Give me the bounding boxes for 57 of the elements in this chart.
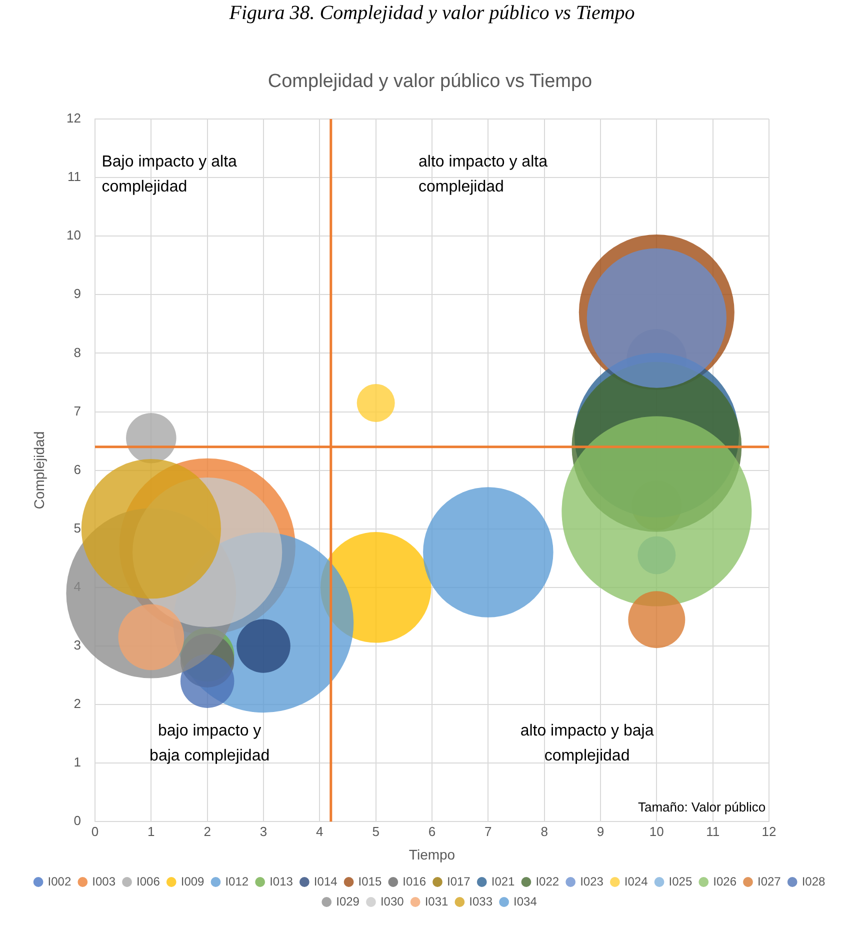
annotation: Bajo impacto y alta complejidad [102, 154, 238, 196]
x-tick-label: 9 [596, 824, 604, 839]
x-tick-label: 1 [148, 824, 155, 839]
y-tick-label: 0 [74, 813, 81, 828]
annotation: Tamaño: Valor público [638, 800, 766, 815]
legend-label: I012 [225, 874, 249, 888]
legend-label: I017 [447, 874, 471, 888]
x-tick-label: 8 [540, 824, 548, 839]
legend-label: I022 [536, 874, 560, 888]
x-tick-label: 3 [260, 824, 268, 839]
legend-label: I015 [358, 874, 382, 888]
y-tick-label: 7 [74, 403, 81, 418]
annotation: alto impacto y baja complejidad [520, 722, 654, 765]
annotation: bajo impacto y baja complejidad [150, 722, 270, 765]
x-tick-label: 5 [372, 824, 380, 839]
y-tick-label: 1 [74, 754, 81, 770]
legend-label: I024 [624, 874, 648, 888]
y-tick-label: 2 [74, 696, 81, 712]
chart-title: Figura 38. Complejidad y valor público vs Tiempo [228, 1, 636, 24]
legend-label: I031 [424, 894, 449, 908]
x-tick-label: 6 [428, 824, 436, 839]
x-tick-label: 2 [204, 824, 211, 839]
x-tick-label: 0 [91, 824, 99, 839]
y-tick-label: 3 [74, 638, 81, 653]
legend-label: I030 [380, 894, 404, 908]
legend-label: I021 [491, 874, 516, 888]
legend-label: I002 [48, 874, 72, 888]
x-axis-title: Tiempo [408, 846, 456, 862]
y-tick-label: 10 [66, 228, 81, 243]
legend-label: I029 [336, 894, 360, 908]
legend-label: I006 [136, 874, 160, 888]
y-tick-label: 12 [66, 110, 81, 126]
legend-label: I003 [92, 874, 116, 888]
legend-label: I013 [270, 874, 294, 888]
annotation: alto impacto y alta complejidad [418, 154, 548, 196]
legend-label: I033 [469, 894, 493, 908]
legend-label: I026 [713, 874, 737, 888]
legend-label: I027 [757, 874, 782, 888]
y-tick-label: 6 [74, 462, 81, 477]
legend-label: I025 [668, 874, 692, 888]
chart-subtitle: Complejidad y valor público vs Tiempo [268, 70, 592, 92]
y-tick-label: 11 [68, 169, 81, 184]
y-axis-title: Complejidad [31, 431, 47, 510]
legend-label: I014 [314, 874, 338, 888]
y-tick-label: 5 [74, 520, 81, 536]
x-tick-label: 7 [484, 824, 492, 839]
x-tick-label: 4 [316, 824, 324, 839]
legend-label: I034 [514, 894, 538, 908]
x-tick-label: 12 [762, 824, 776, 839]
x-tick-label: 11 [706, 824, 720, 839]
x-tick-label: 10 [649, 824, 664, 839]
y-tick-label: 8 [74, 344, 81, 360]
legend-label: I028 [802, 874, 826, 888]
legend-label: I023 [580, 874, 604, 888]
y-tick-label: 9 [74, 286, 81, 302]
legend-label: I009 [180, 874, 205, 888]
legend-label: I016 [402, 874, 426, 888]
